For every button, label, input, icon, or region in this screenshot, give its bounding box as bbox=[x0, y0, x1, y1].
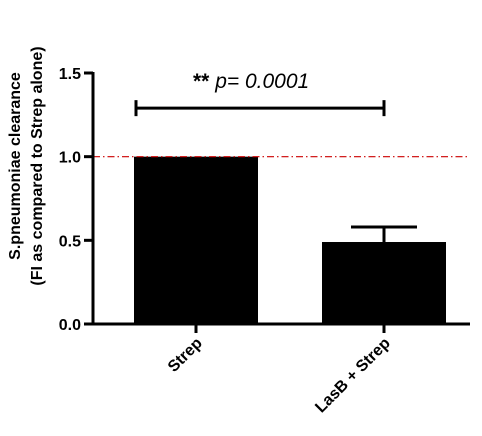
x-tick-label: LasB + Strep bbox=[312, 335, 394, 417]
y-axis-label-line1: S.pneumoniae clearance bbox=[7, 72, 24, 260]
bar-strep bbox=[134, 156, 258, 324]
y-tick-label: 1.0 bbox=[59, 150, 81, 167]
y-axis-label-line2: (FI as compared to Strep alone) bbox=[29, 46, 46, 285]
bar-lasb-strep bbox=[322, 242, 446, 324]
significance-annotation: ** p= 0.0001 bbox=[193, 70, 309, 93]
p-value-text: p= 0.0001 bbox=[214, 70, 309, 93]
plot-area: 0.0 0.5 1.0 1.5 Strep LasB + Strep ** p= 0.000… bbox=[59, 66, 470, 416]
y-tick-label: 0.0 bbox=[59, 317, 81, 334]
y-tick-label: 1.5 bbox=[59, 66, 81, 83]
y-axis-label: S.pneumoniae clearance (FI as compared t… bbox=[7, 46, 46, 285]
y-tick-label: 0.5 bbox=[59, 233, 81, 250]
x-tick-label: Strep bbox=[165, 335, 206, 376]
significance-stars: ** bbox=[193, 70, 215, 93]
